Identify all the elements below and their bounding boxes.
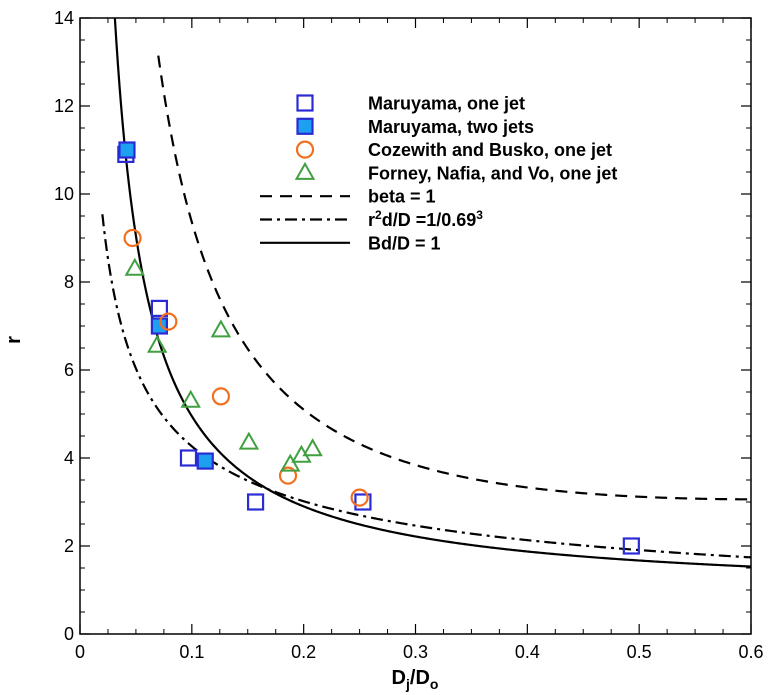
data-point-circle-open <box>159 312 178 331</box>
y-tick-label: 14 <box>54 8 74 28</box>
legend-label: Maruyama, two jets <box>368 117 534 137</box>
data-point-square-open <box>622 537 640 555</box>
data-point-circle-open <box>350 488 369 507</box>
data-point-triangle-open <box>124 257 146 276</box>
data-point-triangle-open <box>146 334 168 353</box>
data-point-square-open <box>150 299 169 317</box>
x-axis-title-sub1: j <box>405 676 410 692</box>
x-tick-label: 0.6 <box>738 642 763 662</box>
x-tick-label: 0.3 <box>403 642 428 662</box>
x-tick-label: 0.1 <box>179 642 204 662</box>
x-tick-label: 0.2 <box>291 642 316 662</box>
legend-label: beta = 1 <box>368 187 436 207</box>
legend-label-part: r <box>368 210 375 230</box>
data-point-square-open <box>246 493 265 511</box>
x-axis-title-sub2: o <box>430 676 439 692</box>
curve-dashdot <box>101 214 751 559</box>
x-tick-label: 0.5 <box>627 642 652 662</box>
tick-labels: 0 0.1 0.2 0.3 0.4 0.5 0.6 0 2 4 6 8 10 12 14 <box>54 8 764 662</box>
legend-label: Maruyama, one jet <box>368 94 525 114</box>
data-point-square-filled <box>196 452 214 470</box>
legend: Maruyama, one jet Maruyama, two jets Cozew… <box>260 94 617 253</box>
data-point-circle-open <box>211 387 231 406</box>
data-point-triangle-open <box>238 431 260 450</box>
x-tick-label: 0 <box>75 642 85 662</box>
data-point-circle-open <box>278 466 298 485</box>
legend-symbol-square-open <box>296 94 314 112</box>
legend-label-sup: 2 <box>375 208 382 222</box>
data-point-triangle-open <box>280 453 301 472</box>
data-point-triangle-open <box>302 438 323 457</box>
data-point-circle-open <box>123 228 142 248</box>
y-tick-label: 8 <box>64 272 74 292</box>
y-tick-label: 0 <box>64 624 74 644</box>
x-axis-title-main: D <box>392 667 406 689</box>
data-point-square-filled <box>150 317 169 335</box>
legend-label: Cozewith and Busko, one jet <box>368 140 612 160</box>
legend-label-part: d/D =1/0.69 <box>382 210 477 230</box>
legend-symbol-triangle-open <box>294 161 316 180</box>
x-axis-title-slash: /D <box>410 667 430 689</box>
y-tick-label: 10 <box>54 184 74 204</box>
y-tick-label: 4 <box>64 448 74 468</box>
x-tick-label: 0.4 <box>515 642 540 662</box>
data-point-triangle-open <box>180 389 201 408</box>
y-axis-title: r <box>3 336 25 344</box>
data-point-triangle-open <box>210 319 232 338</box>
curve-solid <box>113 18 751 568</box>
y-tick-label: 12 <box>54 96 74 116</box>
data-point-square-open <box>354 493 372 511</box>
series-markers <box>117 141 640 555</box>
legend-label: Bd/D = 1 <box>368 233 441 253</box>
data-point-square-open <box>179 449 198 467</box>
x-axis-title: Dj/Do <box>392 667 439 692</box>
legend-label: Forney, Nafia, and Vo, one jet <box>368 163 617 183</box>
data-point-square-filled <box>118 141 136 159</box>
legend-symbol-square-filled <box>296 117 314 135</box>
axis-ticks <box>79 17 752 635</box>
legend-symbol-circle-open <box>295 140 315 159</box>
y-tick-label: 2 <box>64 536 74 556</box>
curve-dashed <box>157 55 751 501</box>
legend-label-sup: 3 <box>476 208 483 222</box>
y-tick-label: 6 <box>64 360 74 380</box>
legend-label: r2d/D =1/0.693 <box>368 208 483 230</box>
